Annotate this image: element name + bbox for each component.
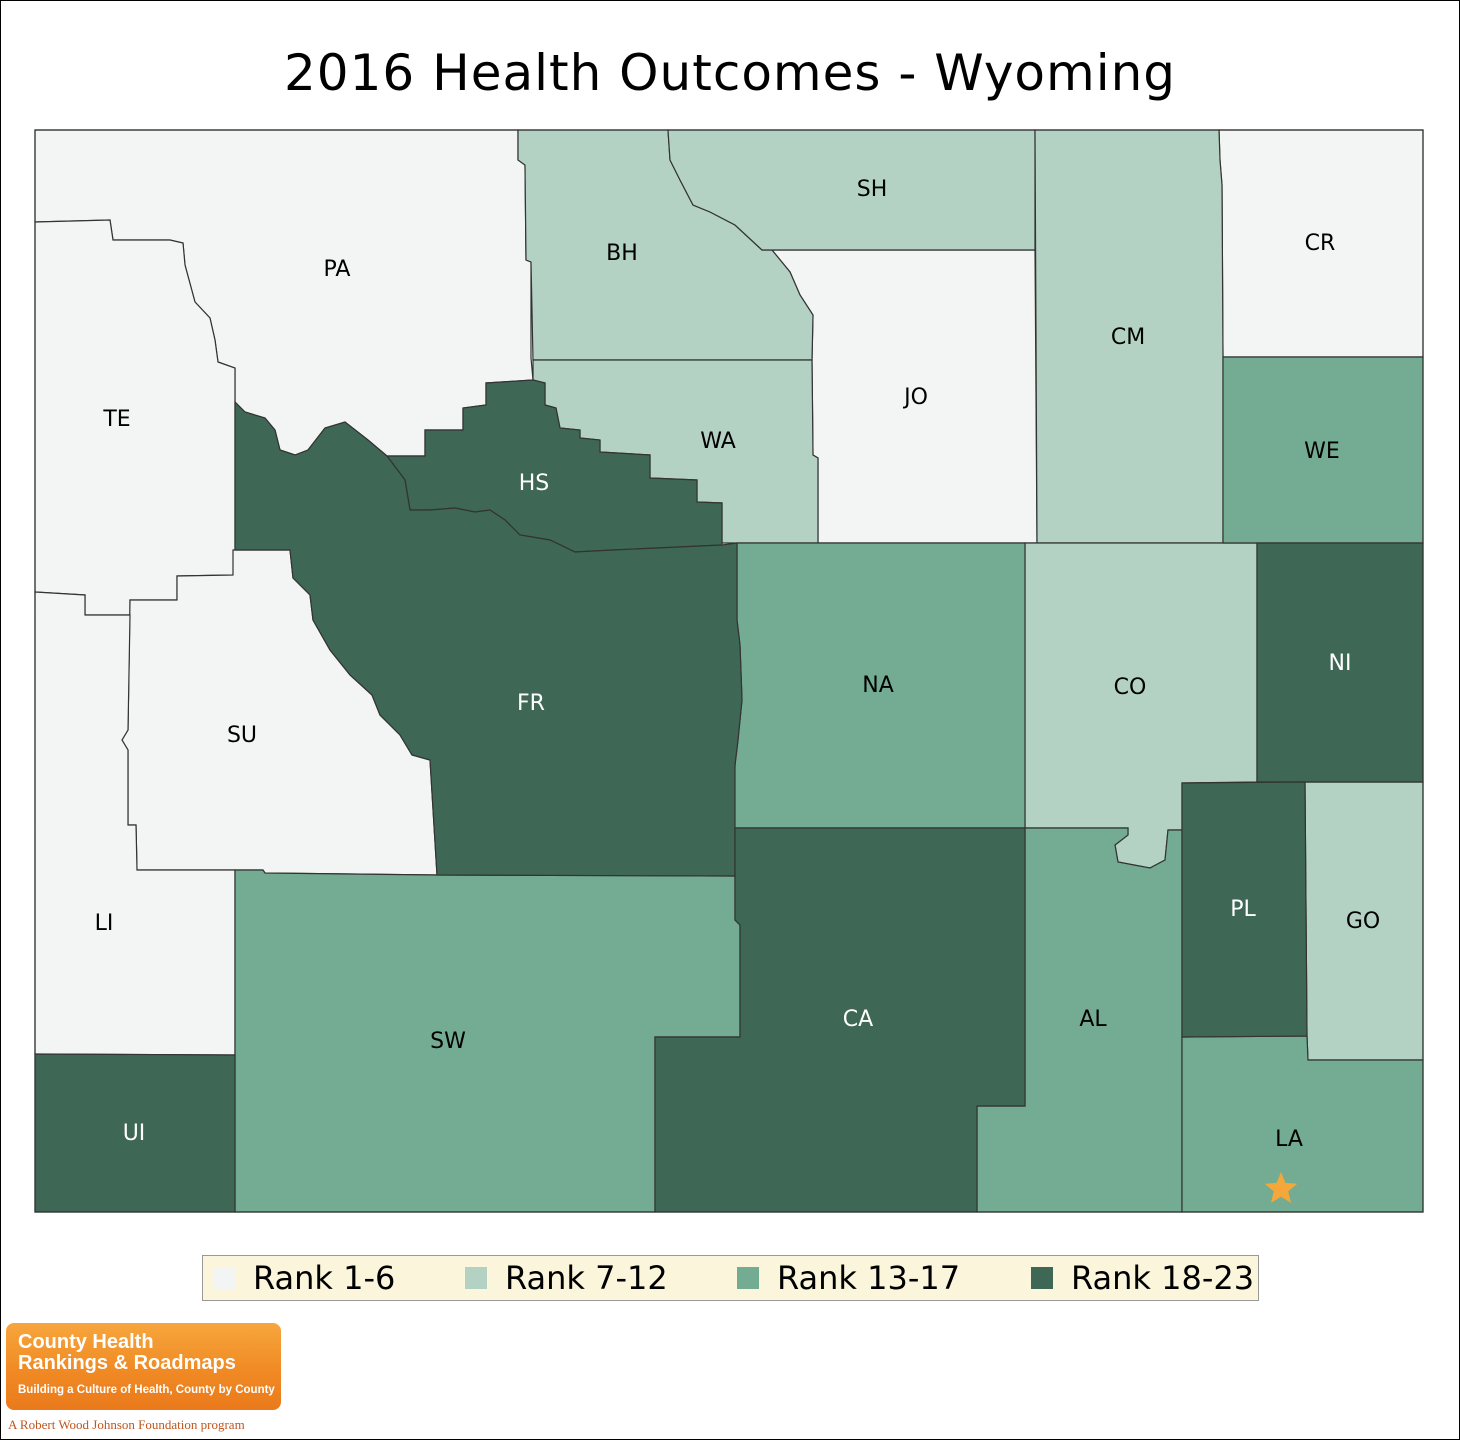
label-CA: CA — [843, 1007, 873, 1032]
legend-label: Rank 7-12 — [505, 1259, 668, 1297]
map-title: 2016 Health Outcomes - Wyoming — [283, 44, 1177, 102]
label-PL: PL — [1230, 897, 1256, 922]
label-BH: BH — [606, 241, 638, 266]
legend-label: Rank 13-17 — [777, 1259, 961, 1297]
legend-swatch — [1031, 1267, 1053, 1289]
label-CO: CO — [1114, 675, 1147, 700]
logo-tagline: Building a Culture of Health, County by … — [18, 1384, 275, 1396]
logo-line-1: County Health — [18, 1331, 154, 1353]
label-NA: NA — [862, 673, 894, 698]
label-NI: NI — [1329, 651, 1352, 676]
foundation-credit: A Robert Wood Johnson Foundation program — [8, 1417, 245, 1432]
label-FR: FR — [517, 691, 545, 716]
legend-item-rank-13-17: Rank 13-17 — [737, 1259, 960, 1297]
map-legend: Rank 1-6 Rank 7-12 Rank 13-17 Rank 18-23 — [202, 1255, 1259, 1301]
label-SW: SW — [430, 1029, 466, 1054]
label-UI: UI — [123, 1121, 146, 1146]
state-border — [34, 129, 1424, 1213]
county-FR[interactable] — [234, 400, 743, 877]
county-PL[interactable] — [1181, 781, 1308, 1038]
legend-swatch — [465, 1267, 487, 1289]
legend-item-rank-1-6: Rank 1-6 — [213, 1259, 395, 1297]
label-CR: CR — [1305, 231, 1336, 256]
legend-item-rank-7-12: Rank 7-12 — [465, 1259, 668, 1297]
label-LI: LI — [95, 911, 114, 936]
label-GO: GO — [1346, 909, 1380, 934]
star-icon — [1264, 1172, 1298, 1203]
label-TE: TE — [102, 407, 130, 432]
legend-label: Rank 18-23 — [1071, 1259, 1255, 1297]
legend-swatch — [737, 1267, 759, 1289]
label-WE: WE — [1304, 439, 1340, 464]
county-health-rankings-logo: County Health Rankings & Roadmaps Buildi… — [6, 1323, 281, 1410]
logo-line-2: Rankings & Roadmaps — [18, 1352, 236, 1374]
label-WA: WA — [700, 429, 736, 454]
label-SU: SU — [227, 723, 257, 748]
label-LA: LA — [1275, 1127, 1303, 1152]
label-HS: HS — [519, 471, 550, 496]
label-CM: CM — [1111, 325, 1145, 350]
county-LA[interactable] — [1181, 1035, 1424, 1213]
legend-label: Rank 1-6 — [253, 1259, 396, 1297]
label-PA: PA — [324, 257, 351, 282]
legend-swatch — [213, 1267, 235, 1289]
label-AL: AL — [1079, 1007, 1107, 1032]
label-JO: JO — [902, 385, 928, 410]
label-SH: SH — [857, 177, 888, 202]
legend-item-rank-18-23: Rank 18-23 — [1031, 1259, 1254, 1297]
